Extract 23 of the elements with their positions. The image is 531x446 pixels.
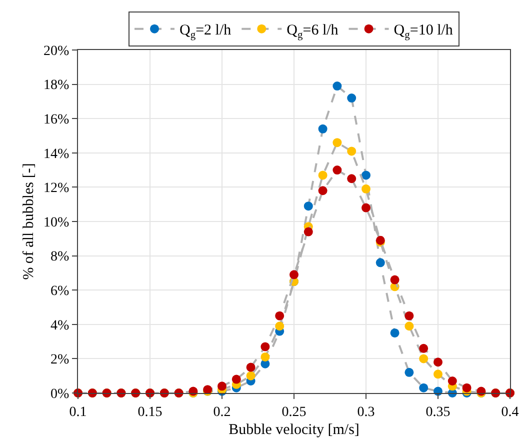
y-tick-label: 2% bbox=[50, 352, 70, 368]
x-tick-label: 0.4 bbox=[501, 404, 519, 420]
y-tick-label: 14% bbox=[44, 146, 70, 162]
y-tick-label: 6% bbox=[50, 284, 70, 299]
x-tick-label: 0.2 bbox=[213, 404, 231, 420]
x-tick-label: 0.25 bbox=[282, 404, 306, 420]
legend-label: Q$_{g}$=10 l/h bbox=[394, 22, 454, 41]
y-tick-label: 8% bbox=[50, 250, 70, 265]
x-tick-label: 0.1 bbox=[69, 404, 87, 420]
x-tick-label: 0.35 bbox=[426, 404, 450, 420]
x-axis-title: Bubble velocity [m/s] bbox=[228, 422, 360, 438]
y-tick-label: 18% bbox=[44, 78, 70, 94]
y-tick-label: 4% bbox=[50, 318, 70, 334]
y-axis-title: % of all bubbles [-] bbox=[20, 163, 37, 280]
x-tick-label: 0.15 bbox=[138, 404, 162, 420]
y-tick-label: 12% bbox=[44, 181, 70, 196]
y-tick-label: 10% bbox=[44, 215, 70, 230]
legend-label: Q$_{g}$=6 l/h bbox=[286, 22, 339, 41]
y-tick-label: 0% bbox=[50, 386, 70, 402]
legend-label: Q$_{g}$=2 l/h bbox=[180, 22, 232, 41]
x-tick-label: 0.3 bbox=[357, 404, 375, 420]
y-tick-label: 16% bbox=[44, 112, 70, 128]
y-tick-label: 20% bbox=[44, 44, 70, 59]
